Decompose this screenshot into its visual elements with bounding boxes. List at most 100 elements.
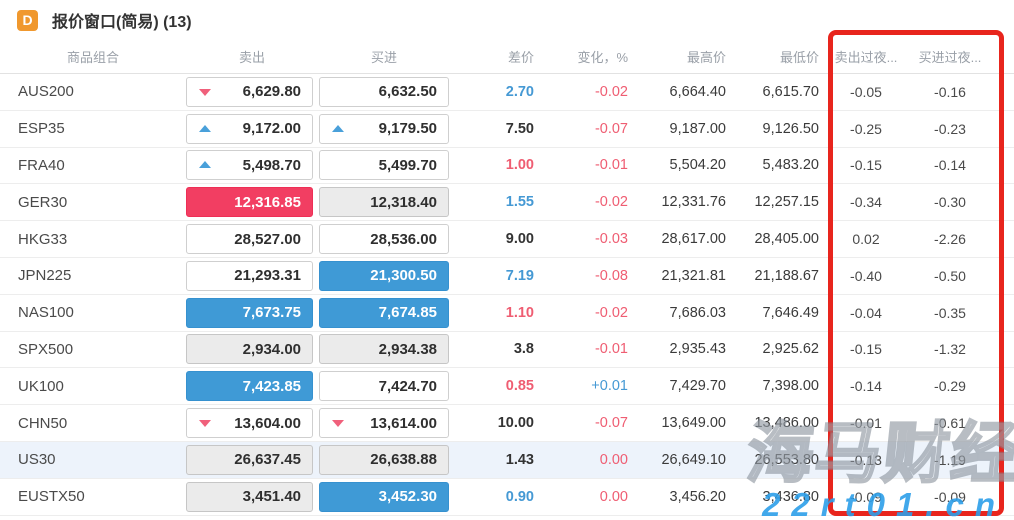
sell-price-button[interactable]: 2,934.00 — [186, 334, 313, 365]
symbol-label[interactable]: FRA40 — [18, 156, 65, 174]
sell-price-button[interactable]: 12,316.85 — [186, 187, 313, 218]
low-price: 26,553.80 — [754, 451, 819, 468]
change-percent: -0.07 — [594, 415, 628, 432]
buy-price-button[interactable]: 26,638.88 — [319, 444, 449, 475]
spread-value: 3.8 — [513, 341, 534, 358]
overnight-sell-value: -0.15 — [850, 341, 882, 358]
overnight-buy-value: -1.32 — [934, 341, 966, 358]
header-symbol[interactable]: 商品组合 — [66, 50, 119, 65]
sell-price-button[interactable]: 7,673.75 — [186, 297, 313, 328]
quote-rows: AUS200 6,629.80 6,632.50 2.70 -0.02 6,66… — [0, 74, 1014, 516]
sell-price-button[interactable]: 6,629.80 — [186, 76, 313, 107]
buy-price: 7,674.85 — [378, 304, 437, 322]
buy-price-button[interactable]: 6,632.50 — [319, 76, 449, 107]
header-low[interactable]: 最低价 — [779, 50, 819, 65]
symbol-label[interactable]: UK100 — [18, 377, 64, 395]
header-overnight-sell[interactable]: 卖出过夜... — [834, 50, 898, 65]
spread-value: 1.00 — [505, 157, 534, 174]
symbol-label[interactable]: ESP35 — [18, 120, 65, 138]
buy-price: 12,318.40 — [370, 193, 437, 211]
symbol-label[interactable]: US30 — [18, 451, 56, 469]
buy-price-button[interactable]: 28,536.00 — [319, 224, 449, 255]
overnight-buy-value: -0.14 — [934, 157, 966, 174]
overnight-buy-value: -0.50 — [934, 267, 966, 284]
spread-value: 7.50 — [505, 120, 534, 137]
table-row[interactable]: GER30 12,316.85 12,318.40 1.55 -0.02 12,… — [0, 184, 1014, 222]
buy-price-button[interactable]: 3,452.30 — [319, 481, 449, 512]
symbol-label[interactable]: EUSTX50 — [18, 488, 85, 506]
spread-value: 9.00 — [505, 231, 534, 248]
overnight-sell-value: -0.40 — [850, 267, 882, 284]
sell-price-button[interactable]: 9,172.00 — [186, 113, 313, 144]
change-percent: -0.03 — [594, 231, 628, 248]
overnight-sell-value: -0.14 — [850, 378, 882, 395]
symbol-label[interactable]: SPX500 — [18, 340, 74, 358]
table-row[interactable]: NAS100 7,673.75 7,674.85 1.10 -0.02 7,68… — [0, 295, 1014, 332]
sell-price: 6,629.80 — [242, 83, 301, 101]
change-percent: -0.02 — [594, 304, 628, 321]
sell-price: 7,673.75 — [242, 304, 301, 322]
buy-price-button[interactable]: 21,300.50 — [319, 260, 449, 291]
table-row[interactable]: CHN50 13,604.00 13,614.00 10.00 -0.07 13… — [0, 405, 1014, 442]
buy-price-button[interactable]: 13,614.00 — [319, 408, 449, 439]
buy-price: 26,638.88 — [370, 451, 437, 469]
buy-price-button[interactable]: 7,424.70 — [319, 371, 449, 402]
buy-price-button[interactable]: 12,318.40 — [319, 187, 449, 218]
table-row[interactable]: SPX500 2,934.00 2,934.38 3.8 -0.01 2,935… — [0, 332, 1014, 369]
sell-price-button[interactable]: 21,293.31 — [186, 260, 313, 291]
header-overnight-buy[interactable]: 买进过夜... — [918, 50, 982, 65]
table-row[interactable]: AUS200 6,629.80 6,632.50 2.70 -0.02 6,66… — [0, 74, 1014, 111]
overnight-sell-value: -0.09 — [850, 488, 882, 505]
buy-price-button[interactable]: 2,934.38 — [319, 334, 449, 365]
spread-value: 10.00 — [497, 415, 534, 432]
table-row[interactable]: UK100 7,423.85 7,424.70 0.85 +0.01 7,429… — [0, 368, 1014, 406]
high-price: 7,429.70 — [669, 378, 726, 395]
header-change[interactable]: 变化，% — [577, 50, 628, 65]
sell-price-button[interactable]: 7,423.85 — [186, 371, 313, 402]
symbol-label[interactable]: GER30 — [18, 193, 68, 211]
sell-trend-arrow-icon — [199, 420, 211, 428]
header-high[interactable]: 最高价 — [686, 50, 726, 65]
buy-price-button[interactable]: 7,674.85 — [319, 297, 449, 328]
overnight-buy-value: -0.30 — [934, 194, 966, 211]
buy-price: 7,424.70 — [378, 377, 437, 395]
buy-price-button[interactable]: 9,179.50 — [319, 113, 449, 144]
symbol-label[interactable]: AUS200 — [18, 83, 74, 101]
spread-value: 7.19 — [505, 267, 534, 284]
table-row[interactable]: FRA40 5,498.70 5,499.70 1.00 -0.01 5,504… — [0, 148, 1014, 185]
low-price: 13,486.00 — [754, 415, 819, 432]
table-row[interactable]: HKG33 28,527.00 28,536.00 9.00 -0.03 28,… — [0, 221, 1014, 258]
low-price: 12,257.15 — [754, 194, 819, 211]
sell-price-button[interactable]: 5,498.70 — [186, 150, 313, 181]
header-sell[interactable]: 卖出 — [238, 50, 265, 65]
sell-price-button[interactable]: 3,451.40 — [186, 481, 313, 512]
buy-price-button[interactable]: 5,499.70 — [319, 150, 449, 181]
sell-price: 26,637.45 — [234, 451, 301, 469]
sell-price: 2,934.00 — [242, 340, 301, 358]
change-percent: -0.01 — [594, 341, 628, 358]
overnight-sell-value: -0.15 — [850, 157, 882, 174]
buy-price: 28,536.00 — [370, 230, 437, 248]
header-buy[interactable]: 买进 — [370, 50, 397, 65]
table-row[interactable]: US30 26,637.45 26,638.88 1.43 0.00 26,64… — [0, 441, 1014, 479]
low-price: 3,436.80 — [762, 488, 819, 505]
symbol-label[interactable]: JPN225 — [18, 267, 72, 285]
table-row[interactable]: ESP35 9,172.00 9,179.50 7.50 -0.07 9,187… — [0, 111, 1014, 148]
symbol-label[interactable]: NAS100 — [18, 304, 74, 322]
sell-trend-arrow-icon — [199, 161, 211, 169]
buy-trend-arrow-icon — [332, 420, 344, 428]
sell-price-button[interactable]: 28,527.00 — [186, 224, 313, 255]
table-row[interactable]: EUSTX50 3,451.40 3,452.30 0.90 0.00 3,45… — [0, 479, 1014, 516]
high-price: 28,617.00 — [661, 231, 726, 248]
overnight-sell-value: -0.25 — [850, 120, 882, 137]
table-row[interactable]: JPN225 21,293.31 21,300.50 7.19 -0.08 21… — [0, 258, 1014, 295]
sell-price-button[interactable]: 13,604.00 — [186, 408, 313, 439]
low-price: 28,405.00 — [754, 231, 819, 248]
symbol-label[interactable]: HKG33 — [18, 230, 68, 248]
header-spread[interactable]: 差价 — [507, 50, 534, 65]
overnight-buy-value: -0.61 — [934, 415, 966, 432]
sell-price-button[interactable]: 26,637.45 — [186, 444, 313, 475]
overnight-sell-value: -0.04 — [850, 304, 882, 321]
low-price: 6,615.70 — [762, 83, 819, 100]
symbol-label[interactable]: CHN50 — [18, 414, 68, 432]
